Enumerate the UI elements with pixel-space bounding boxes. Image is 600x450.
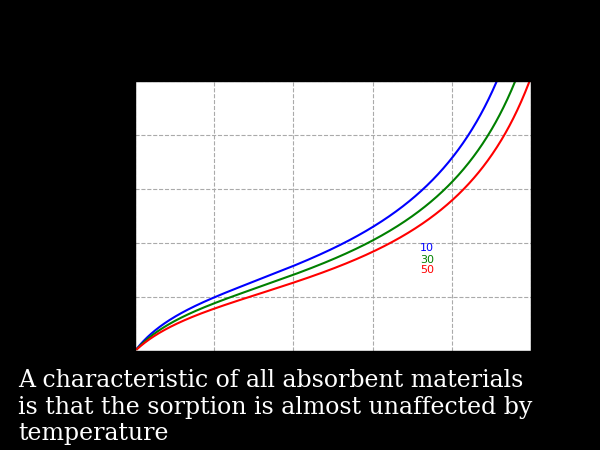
Y-axis label: Weight % water: Weight % water <box>93 166 106 266</box>
Title: Sorption curves for cotton at three temperatures: Sorption curves for cotton at three temp… <box>163 63 503 77</box>
Text: A characteristic of all absorbent materials
is that the sorption is almost unaff: A characteristic of all absorbent materi… <box>18 369 532 445</box>
Text: 30: 30 <box>420 255 434 266</box>
Text: 10: 10 <box>420 243 434 253</box>
X-axis label: Relative humidity %: Relative humidity % <box>270 376 396 389</box>
Text: 50: 50 <box>420 265 434 275</box>
